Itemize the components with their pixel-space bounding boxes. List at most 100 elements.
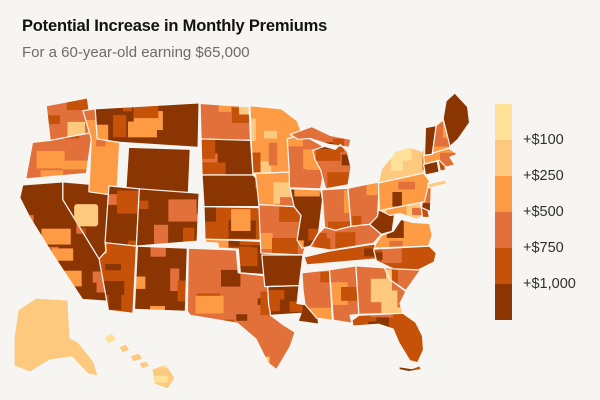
county-patch xyxy=(162,346,175,369)
legend-label-2: +$500 xyxy=(523,204,564,220)
county-patch xyxy=(208,183,225,194)
legend-label-3: +$750 xyxy=(523,240,564,256)
county-patch xyxy=(412,207,429,216)
state-border-CO xyxy=(136,189,199,246)
state-border-ME xyxy=(443,93,469,146)
county-patch xyxy=(215,300,237,307)
state-border-NC xyxy=(374,246,437,270)
state-ME[interactable] xyxy=(443,92,470,147)
county-patch xyxy=(220,269,241,287)
county-patch xyxy=(434,122,444,145)
county-patch xyxy=(117,190,140,214)
county-patch xyxy=(103,281,125,295)
county-patch xyxy=(373,252,383,260)
state-WY[interactable] xyxy=(125,147,191,195)
county-patch xyxy=(187,358,202,369)
county-patch xyxy=(376,360,406,372)
county-patch xyxy=(327,221,352,231)
county-patch xyxy=(41,228,71,245)
highlight-region-NY xyxy=(395,147,412,161)
county-patch xyxy=(327,172,352,189)
county-patch xyxy=(389,307,406,315)
county-patch xyxy=(52,270,82,287)
county-patch xyxy=(34,261,55,273)
county-patch xyxy=(104,345,113,360)
county-patch xyxy=(263,130,278,139)
state-FL[interactable] xyxy=(351,313,424,372)
county-patch xyxy=(170,268,180,292)
state-CT[interactable] xyxy=(423,161,440,175)
county-patch xyxy=(106,343,115,367)
county-patch xyxy=(201,162,226,175)
county-patch xyxy=(66,97,93,111)
county-patch xyxy=(289,301,303,312)
county-patch xyxy=(208,349,234,362)
county-patch xyxy=(188,318,201,333)
state-border-HI xyxy=(104,333,175,389)
state-MN[interactable] xyxy=(250,105,302,174)
county-patch xyxy=(261,276,276,287)
state-border-MT xyxy=(95,103,199,147)
county-patch xyxy=(96,279,105,293)
state-border-KY xyxy=(310,224,382,250)
state-border-VT xyxy=(425,126,437,156)
county-patch xyxy=(287,137,303,147)
legend-swatch-4 xyxy=(495,248,512,284)
county-patch xyxy=(218,103,232,112)
county-patch xyxy=(122,102,132,112)
state-border-LA xyxy=(268,286,319,325)
legend-swatch-0 xyxy=(495,104,512,140)
county-patch xyxy=(239,239,265,246)
legend-label-0: +$100 xyxy=(523,132,564,148)
county-patch xyxy=(96,134,106,147)
county-patch xyxy=(133,102,159,119)
county-patch xyxy=(320,272,330,283)
county-patch xyxy=(250,152,261,173)
county-patch xyxy=(46,115,60,125)
county-patch xyxy=(236,247,258,267)
state-PA[interactable] xyxy=(378,173,430,211)
state-MS[interactable] xyxy=(302,269,333,321)
county-patch xyxy=(260,232,273,250)
state-border-VA xyxy=(375,219,433,248)
county-patch xyxy=(183,227,195,246)
state-AZ[interactable] xyxy=(99,242,137,314)
state-border-AZ xyxy=(99,243,136,314)
state-AK[interactable] xyxy=(14,298,98,376)
county-patch xyxy=(422,185,432,204)
county-patch xyxy=(108,293,122,310)
county-patch xyxy=(259,356,270,366)
county-patch xyxy=(19,246,34,265)
county-patch xyxy=(168,199,197,222)
state-TX[interactable] xyxy=(187,248,296,370)
county-patch xyxy=(238,103,251,115)
county-patch xyxy=(97,169,120,183)
state-VT[interactable] xyxy=(424,125,437,156)
county-patch xyxy=(272,237,298,256)
county-patch xyxy=(127,121,157,138)
legend-label-1: +$250 xyxy=(523,168,564,184)
county-patch xyxy=(214,326,234,344)
legend-swatch-1 xyxy=(495,140,512,176)
county-patch xyxy=(398,181,415,190)
county-patch xyxy=(153,224,169,246)
county-patch xyxy=(201,138,216,159)
state-border-TX xyxy=(187,248,295,370)
page-title: Potential Increase in Monthly Premiums xyxy=(22,17,328,35)
county-patch xyxy=(36,151,65,169)
county-patch xyxy=(268,142,278,166)
county-patch xyxy=(200,356,215,365)
county-patch xyxy=(40,170,64,179)
county-patch xyxy=(294,188,320,197)
state-HI[interactable] xyxy=(104,333,175,389)
highlight-region-NV xyxy=(74,204,99,227)
state-border-MI xyxy=(290,127,351,189)
state-border-MA xyxy=(424,148,458,167)
county-patch xyxy=(340,287,359,301)
county-patch xyxy=(150,305,165,312)
state-NM[interactable] xyxy=(134,246,188,312)
state-IN[interactable] xyxy=(321,188,351,231)
county-patch xyxy=(177,280,188,302)
